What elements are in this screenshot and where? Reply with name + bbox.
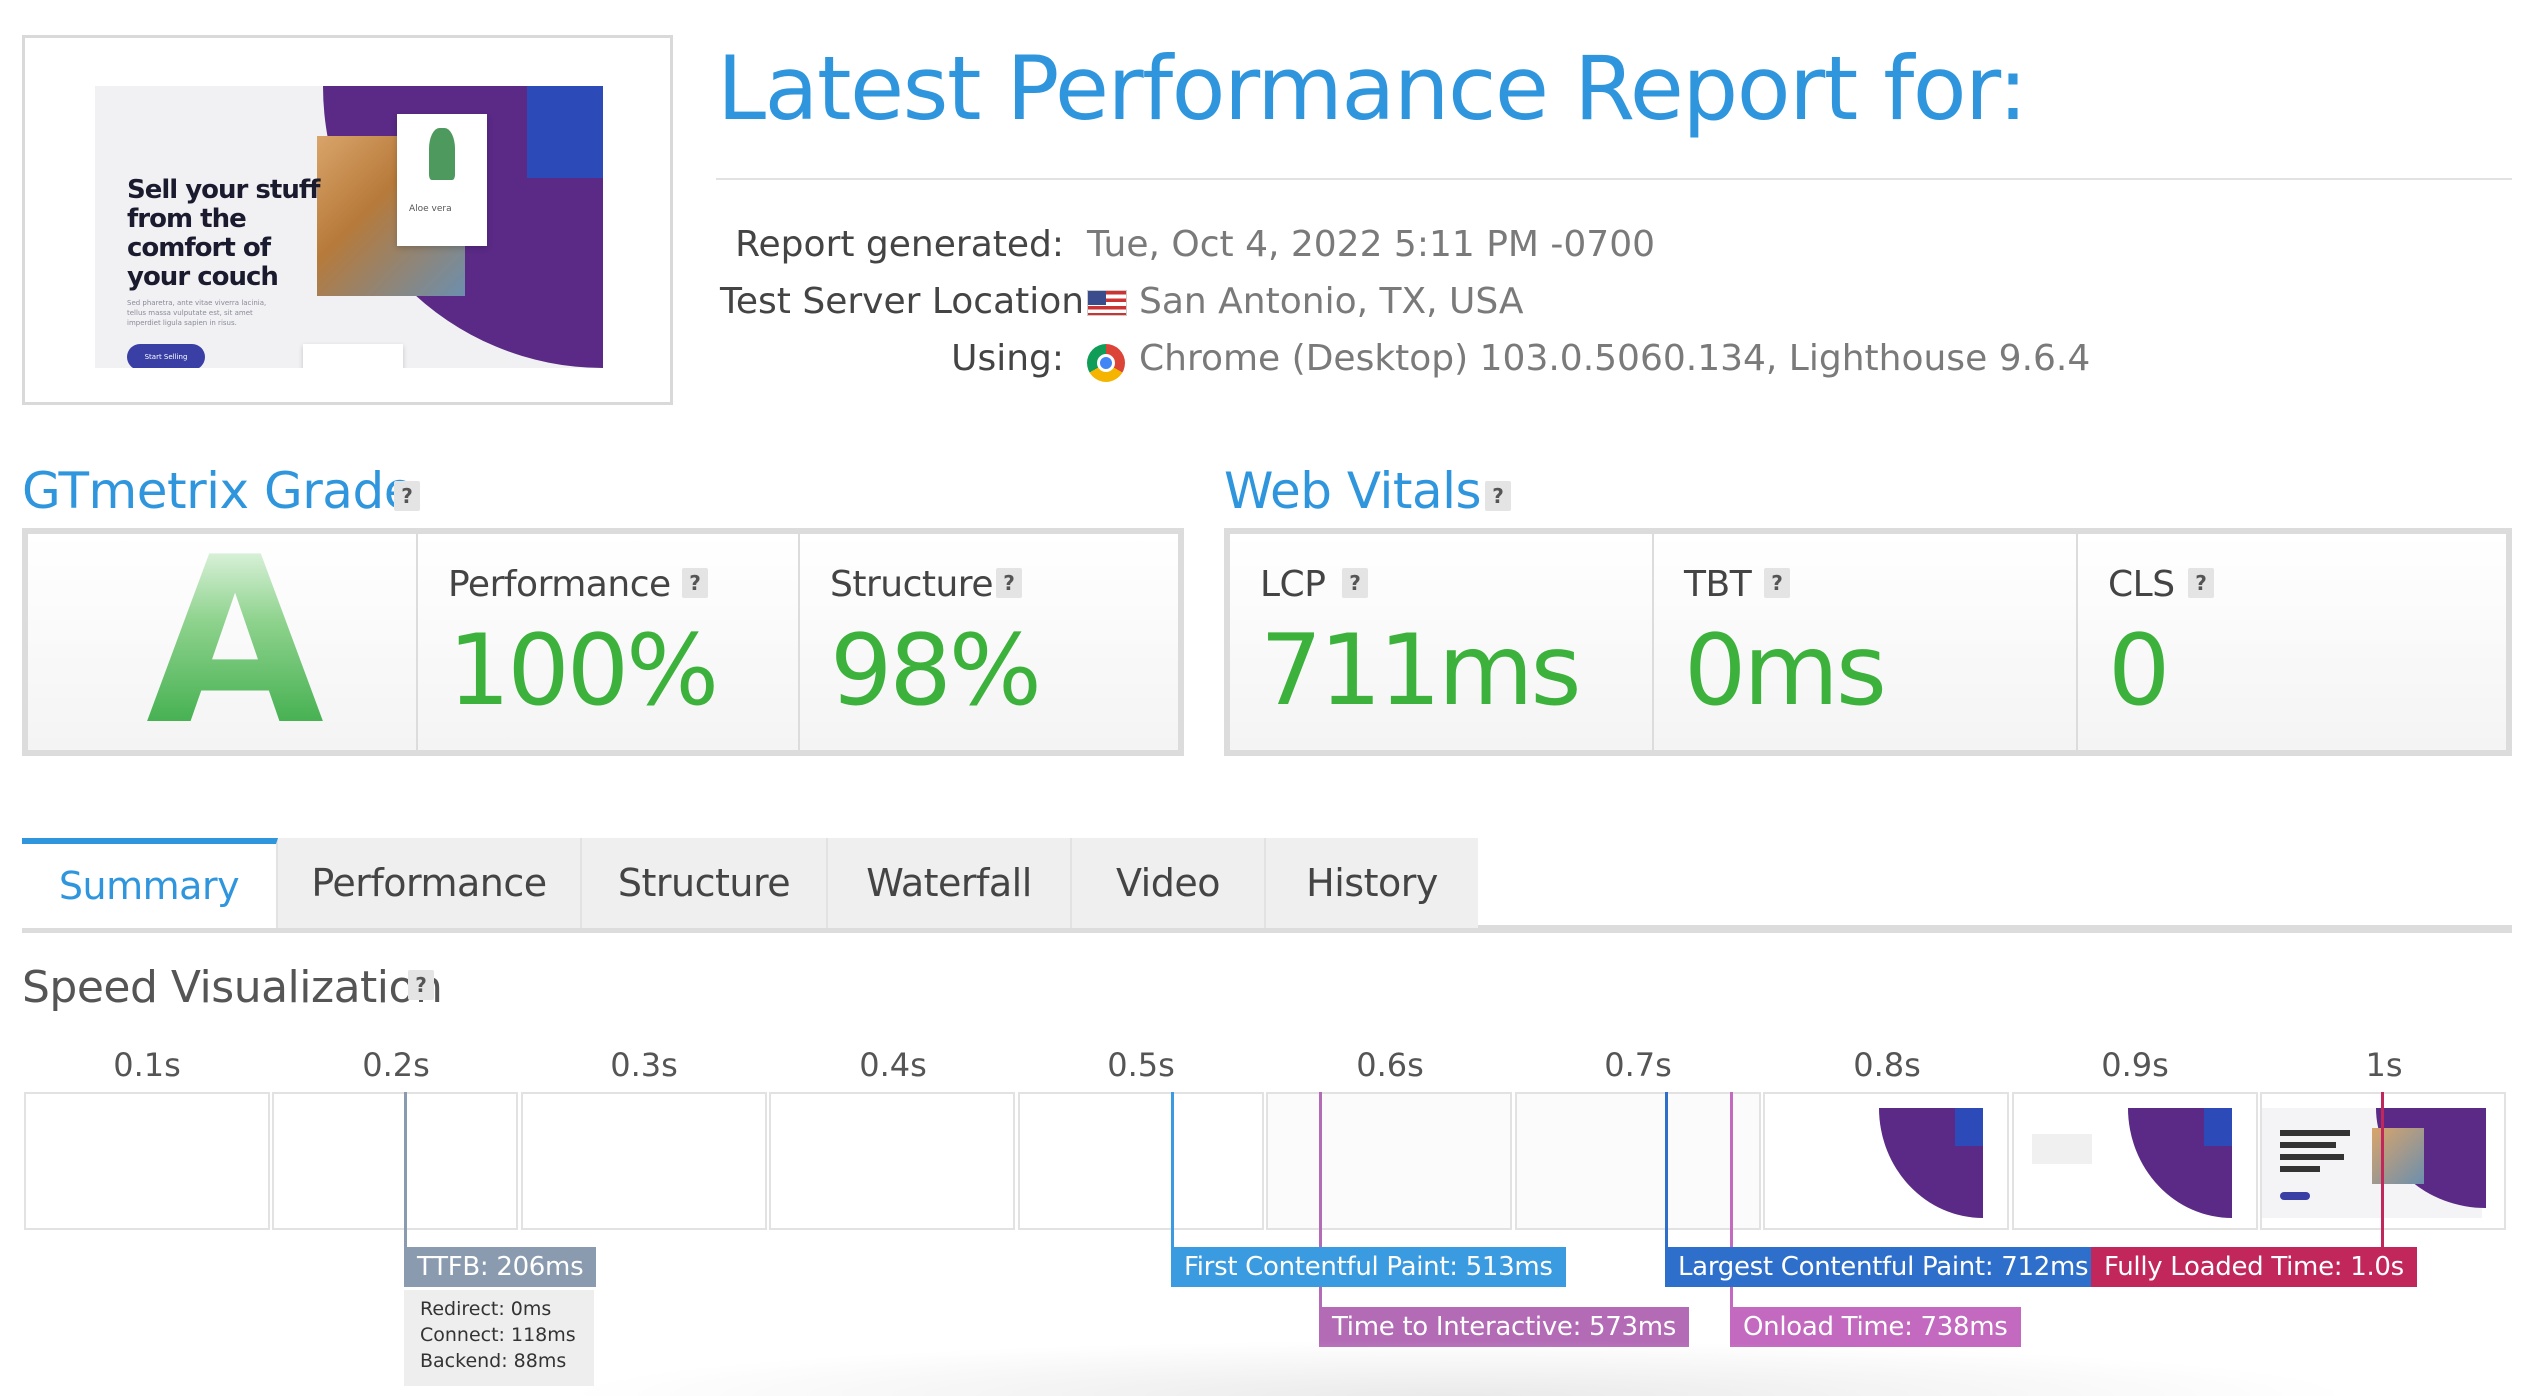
vitals-help-icon[interactable]: ? bbox=[1485, 481, 1511, 511]
timeline-tick: 0.1s bbox=[113, 1046, 181, 1084]
thumbnail-subtext: Sed pharetra, ante vitae viverra lacinia… bbox=[127, 299, 267, 327]
thumbnail-blue-shape bbox=[527, 86, 603, 178]
lcp-cell: LCP ? 711ms bbox=[1230, 534, 1654, 750]
timeline-tick: 0.8s bbox=[1853, 1046, 1921, 1084]
frame-photo bbox=[2372, 1128, 2424, 1184]
lcp-marker-tag[interactable]: Largest Contentful Paint: 712ms bbox=[1665, 1247, 2102, 1287]
filmstrip-frame[interactable] bbox=[24, 1092, 270, 1230]
thumbnail-headline: Sell your stuff from the comfort of your… bbox=[127, 175, 320, 292]
timeline-tick: 0.9s bbox=[2101, 1046, 2169, 1084]
cls-value: 0 bbox=[2108, 614, 2170, 728]
timeline-tick: 0.4s bbox=[859, 1046, 927, 1084]
frame-headline-line bbox=[2280, 1142, 2336, 1148]
tti-marker-line bbox=[1319, 1092, 1322, 1308]
thumbnail-cta-button: Start Selling bbox=[127, 344, 205, 368]
performance-value: 100% bbox=[448, 614, 719, 728]
filmstrip-frame[interactable] bbox=[1018, 1092, 1264, 1230]
site-thumbnail: Aloe vera Sell your stuff from the comfo… bbox=[22, 35, 673, 405]
filmstrip-frame[interactable] bbox=[1266, 1092, 1512, 1230]
cls-cell: CLS ? 0 bbox=[2078, 534, 2506, 750]
tab-performance[interactable]: Performance bbox=[278, 838, 582, 928]
timeline-tick: 0.5s bbox=[1107, 1046, 1175, 1084]
using-value: Chrome (Desktop) 103.0.5060.134, Lightho… bbox=[1139, 338, 2091, 379]
onload-marker-line bbox=[1730, 1092, 1733, 1308]
test-location-value: San Antonio, TX, USA bbox=[1139, 281, 1524, 322]
web-vitals-title: Web Vitals bbox=[1224, 462, 1482, 520]
lcp-help-icon[interactable]: ? bbox=[1342, 568, 1368, 598]
us-flag-icon bbox=[1087, 290, 1127, 316]
lcp-marker-line bbox=[1665, 1092, 1668, 1248]
thumbnail-preview: Aloe vera Sell your stuff from the comfo… bbox=[95, 86, 603, 368]
filmstrip-frame[interactable] bbox=[2012, 1092, 2258, 1230]
tbt-cell: TBT ? 0ms bbox=[1654, 534, 2078, 750]
tab-waterfall[interactable]: Waterfall bbox=[828, 838, 1072, 928]
tbt-help-icon[interactable]: ? bbox=[1764, 568, 1790, 598]
speed-visualization-title: Speed Visualization bbox=[22, 962, 443, 1013]
test-location-label: Test Server Location: bbox=[720, 281, 1097, 322]
structure-value: 98% bbox=[830, 614, 1042, 728]
tbt-value: 0ms bbox=[1684, 614, 1887, 728]
frame-blue-shape bbox=[1955, 1108, 1983, 1146]
filmstrip-frame[interactable] bbox=[521, 1092, 767, 1230]
cls-label: CLS bbox=[2108, 564, 2175, 605]
frame-cta bbox=[2280, 1192, 2310, 1200]
filmstrip-frame[interactable] bbox=[272, 1092, 518, 1230]
title-divider bbox=[716, 178, 2512, 180]
ttfb-redirect: Redirect: 0ms bbox=[420, 1298, 552, 1320]
timeline-tick: 0.2s bbox=[362, 1046, 430, 1084]
ttfb-marker-line bbox=[404, 1092, 407, 1248]
lcp-value: 711ms bbox=[1260, 614, 1582, 728]
timeline-tick: 1s bbox=[2365, 1046, 2403, 1084]
frame-headline-line bbox=[2280, 1130, 2350, 1136]
frame-faint-text bbox=[2032, 1134, 2092, 1164]
plant-image bbox=[429, 128, 455, 180]
filmstrip-frame[interactable] bbox=[1763, 1092, 2009, 1230]
frame-blue-shape bbox=[2204, 1108, 2232, 1146]
timeline-tick: 0.7s bbox=[1604, 1046, 1672, 1084]
bottom-shadow bbox=[560, 1340, 2360, 1396]
grade-letter-cell: A bbox=[28, 528, 418, 758]
filmstrip-frame[interactable] bbox=[1515, 1092, 1761, 1230]
fully-loaded-marker-line bbox=[2381, 1092, 2384, 1248]
structure-help-icon[interactable]: ? bbox=[996, 568, 1022, 598]
speed-help-icon[interactable]: ? bbox=[408, 970, 434, 1000]
grade-panel: A Performance ? 100% Structure ? 98% bbox=[22, 528, 1184, 758]
tab-structure[interactable]: Structure bbox=[582, 838, 828, 928]
page-title: Latest Performance Report for: bbox=[717, 37, 2028, 140]
structure-label: Structure bbox=[830, 564, 993, 605]
ttfb-backend: Backend: 88ms bbox=[420, 1350, 567, 1372]
grade-help-icon[interactable]: ? bbox=[394, 481, 420, 511]
cls-help-icon[interactable]: ? bbox=[2188, 568, 2214, 598]
tab-history[interactable]: History bbox=[1266, 838, 1478, 928]
gtmetrix-grade-title: GTmetrix Grade bbox=[22, 462, 414, 520]
ttfb-marker-tag[interactable]: TTFB: 206ms bbox=[404, 1247, 597, 1287]
using-label: Using: bbox=[951, 338, 1064, 379]
tab-summary[interactable]: Summary bbox=[22, 838, 278, 928]
performance-help-icon[interactable]: ? bbox=[682, 568, 708, 598]
thumbnail-card-label: Aloe vera bbox=[409, 204, 452, 214]
ttfb-connect: Connect: 118ms bbox=[420, 1324, 576, 1346]
tab-bar-underline bbox=[22, 925, 2512, 933]
structure-cell: Structure ? 98% bbox=[800, 534, 1178, 750]
fcp-marker-tag[interactable]: First Contentful Paint: 513ms bbox=[1171, 1247, 1566, 1287]
lcp-label: LCP bbox=[1260, 564, 1326, 605]
performance-label: Performance bbox=[448, 564, 671, 605]
report-generated-label: Report generated: bbox=[735, 224, 1064, 265]
vitals-panel: LCP ? 711ms TBT ? 0ms CLS ? 0 bbox=[1224, 528, 2512, 756]
tbt-label: TBT bbox=[1684, 564, 1752, 605]
timeline-tick: 0.3s bbox=[610, 1046, 678, 1084]
thumbnail-avatars bbox=[303, 344, 403, 368]
fully-loaded-marker-tag[interactable]: Fully Loaded Time: 1.0s bbox=[2091, 1247, 2417, 1287]
report-generated-value: Tue, Oct 4, 2022 5:11 PM -0700 bbox=[1087, 224, 1656, 265]
frame-headline-line bbox=[2280, 1154, 2344, 1160]
chrome-icon bbox=[1087, 344, 1125, 382]
timeline-tick: 0.6s bbox=[1356, 1046, 1424, 1084]
tab-video[interactable]: Video bbox=[1072, 838, 1266, 928]
fcp-marker-line bbox=[1171, 1092, 1174, 1248]
frame-headline-line bbox=[2280, 1166, 2320, 1172]
performance-cell: Performance ? 100% bbox=[418, 534, 800, 750]
grade-letter: A bbox=[146, 509, 325, 776]
filmstrip-frame[interactable] bbox=[769, 1092, 1015, 1230]
